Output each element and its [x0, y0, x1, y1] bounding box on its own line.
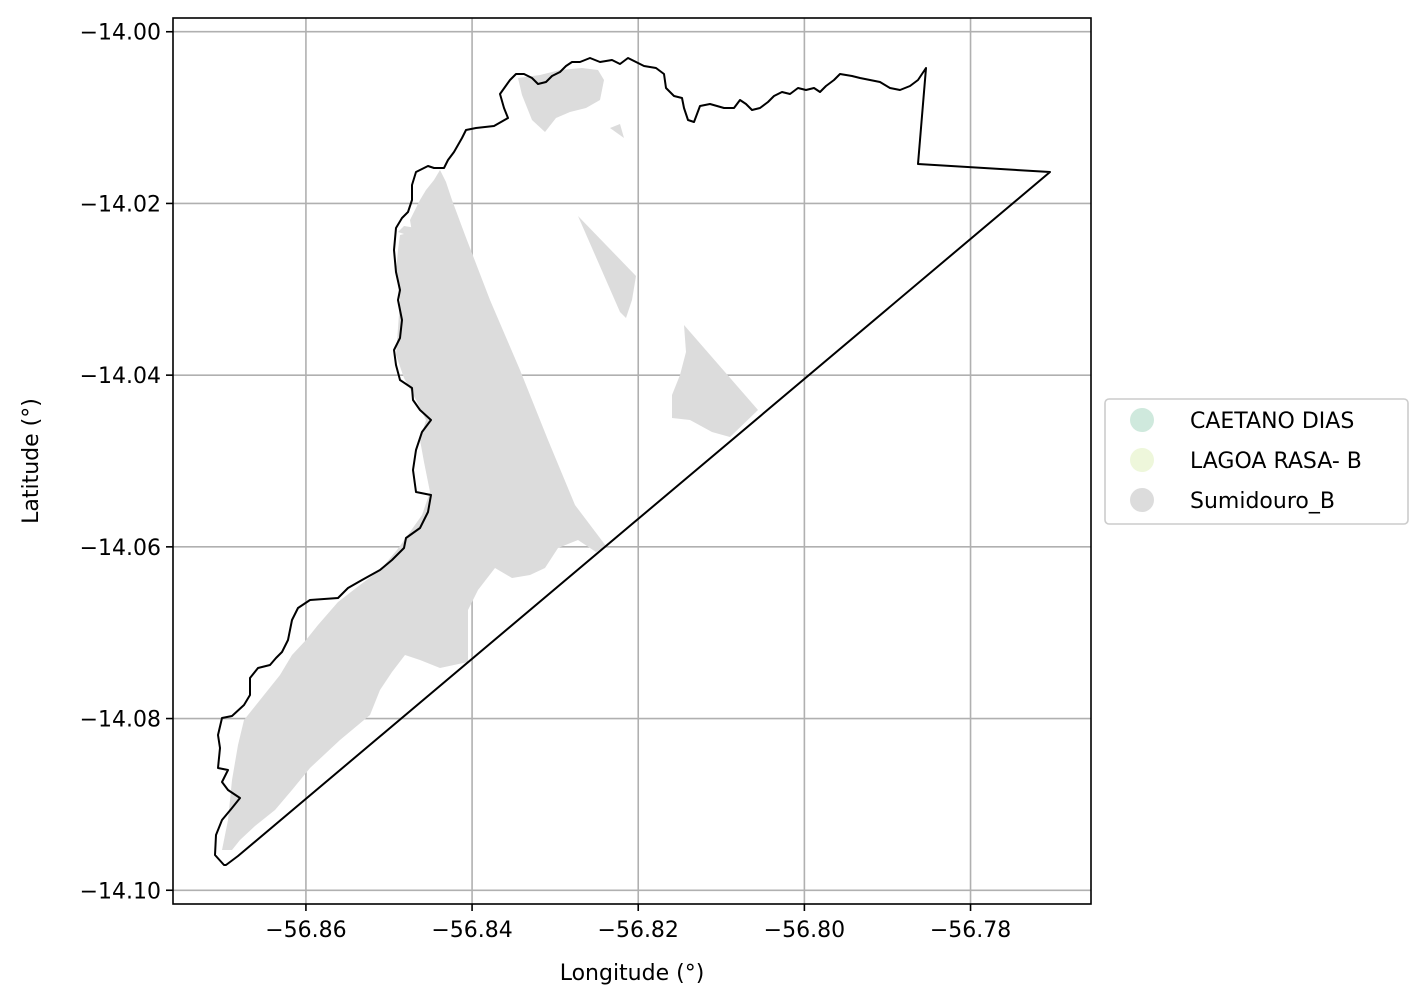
- legend-label: CAETANO DIAS: [1190, 409, 1354, 434]
- y-tick-label: −14.02: [80, 192, 161, 217]
- municipality-boundary: [214, 57, 1051, 866]
- legend-label: Sumidouro_B: [1190, 489, 1335, 514]
- sumidouro-b-central-sliver: [578, 216, 636, 318]
- sumidouro-b-main-region: [222, 170, 606, 850]
- y-tick-label: −14.04: [80, 364, 161, 389]
- y-tick-label: −14.08: [80, 708, 161, 733]
- sumidouro-b-west-sliver: [398, 226, 424, 238]
- x-tick-label: −56.82: [598, 918, 679, 943]
- x-axis-title: Longitude (°): [560, 961, 705, 986]
- legend-label: LAGOA RASA- B: [1190, 449, 1362, 474]
- sumidouro-b-small-fragment: [610, 124, 624, 138]
- x-tick-label: −56.84: [431, 918, 512, 943]
- y-axis-ticks: −14.00 −14.02 −14.04 −14.06 −14.08 −14.10: [80, 21, 173, 904]
- plot-frame: [172, 17, 1092, 905]
- legend-marker: [1130, 408, 1154, 432]
- x-axis-ticks: −56.86 −56.84 −56.82 −56.80 −56.78: [265, 904, 1011, 943]
- legend-marker: [1130, 448, 1154, 472]
- legend-marker: [1130, 488, 1154, 512]
- legend: CAETANO DIAS LAGOA RASA- B Sumidouro_B: [1104, 398, 1409, 525]
- x-tick-label: −56.80: [764, 918, 845, 943]
- y-axis-title: Latitude (°): [19, 398, 44, 524]
- y-tick-label: −14.00: [80, 21, 161, 46]
- y-tick-label: −14.06: [80, 536, 161, 561]
- legend-frame: [1104, 398, 1409, 525]
- plot-area: [173, 18, 1091, 904]
- y-tick-label: −14.10: [80, 879, 161, 904]
- sumidouro-b-east-region: [672, 325, 758, 437]
- x-tick-label: −56.86: [265, 918, 346, 943]
- x-tick-label: −56.78: [930, 918, 1011, 943]
